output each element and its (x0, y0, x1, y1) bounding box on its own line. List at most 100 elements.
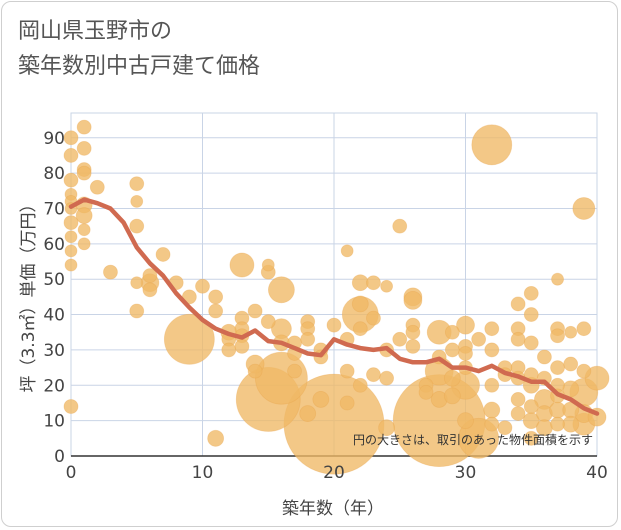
bubble-point (267, 276, 295, 304)
bubble-point (551, 272, 564, 286)
chart-title: 岡山県玉野市の 築年数別中古戸建て価格 (18, 14, 260, 84)
bubble-point (510, 296, 526, 312)
y-tick-label: 40 (43, 306, 65, 326)
bubble-point (576, 321, 592, 337)
bubble-point (418, 384, 434, 400)
bubble-point (444, 324, 460, 340)
bubble-point (64, 244, 78, 258)
bubble-point (537, 349, 552, 365)
bubble-point (550, 360, 565, 375)
trend-layer (68, 197, 600, 416)
bubble-point (484, 416, 500, 432)
bubble-point (497, 420, 513, 436)
x-axis-label: 築年数（年） (282, 499, 384, 519)
y-tick-label: 50 (43, 270, 65, 290)
y-tick-label: 70 (43, 199, 65, 219)
bubble-point (64, 258, 78, 272)
bubble-point (392, 331, 408, 347)
bubble-point (483, 401, 501, 419)
bubble-point (444, 342, 460, 358)
bubble-point (523, 307, 539, 322)
bubble-point (572, 197, 596, 220)
bubble-point (64, 230, 78, 244)
bubble-point (484, 321, 500, 337)
x-tick-label: 30 (455, 463, 477, 483)
bubble-point (63, 130, 79, 146)
bubble-point (63, 148, 79, 163)
bubble-point (352, 321, 368, 337)
bubble-point (287, 363, 302, 379)
bubble-point (550, 416, 565, 432)
trend-line (68, 197, 600, 416)
bubble-point (75, 207, 93, 224)
y-axis-label: 坪（3.3㎡）単価（万円） (19, 195, 39, 392)
bubble-point (523, 335, 539, 351)
bubble-point (103, 264, 118, 280)
chart-title-line-2: 築年数別中古戸建て価格 (18, 54, 261, 79)
bubble-point (339, 395, 355, 411)
bubble-point (247, 363, 263, 379)
bubble-point (299, 405, 317, 422)
chart-title-line-1: 岡山県玉野市の (18, 19, 173, 44)
bubble-point (76, 165, 92, 181)
bubble-point (76, 140, 92, 156)
bubble-point (207, 429, 225, 447)
bubble-point (234, 338, 250, 354)
bubble-point (129, 218, 145, 234)
bubble-point (484, 377, 500, 393)
bubble-point (457, 412, 474, 430)
bubble-point (89, 179, 105, 195)
bubble-point (261, 258, 275, 272)
bubble-point (221, 342, 237, 358)
bubble-point (130, 195, 144, 208)
bubble-point (564, 325, 578, 339)
tick-labels: 0 10 20 30 40 50 60 70 80 90 0 10 20 30 40 (43, 129, 607, 483)
bubble-point (379, 370, 395, 386)
bubble-point (312, 391, 330, 408)
y-tick-label: 80 (43, 164, 65, 184)
bubble-point (366, 275, 381, 291)
y-tick-label: 10 (43, 412, 65, 432)
bubble-point (130, 276, 144, 290)
bubble-point (562, 415, 580, 433)
y-tick-label: 60 (43, 235, 65, 255)
bubble-point (351, 274, 369, 292)
bubble-point (523, 399, 539, 414)
bubble-point (443, 387, 461, 405)
bubble-point (443, 369, 461, 387)
bubble-point (208, 303, 224, 319)
bubble-layer (63, 119, 610, 475)
bubble-point (63, 215, 79, 231)
bubble-point (229, 252, 255, 278)
bubble-point (77, 237, 91, 251)
bubble-point (563, 356, 579, 372)
bubble-point (63, 399, 79, 414)
bubble-point (562, 380, 580, 398)
bubble-point (405, 338, 421, 354)
bubble-point (510, 406, 526, 421)
bubble-point (403, 291, 423, 310)
bubble-point (366, 310, 381, 326)
x-tick-label: 10 (192, 463, 214, 483)
bubble-point (584, 365, 610, 391)
x-tick-label: 40 (586, 463, 608, 483)
bubble-point (458, 346, 473, 361)
bubble-point (456, 315, 475, 335)
bubble-point (247, 303, 263, 319)
x-tick-label: 20 (323, 463, 345, 483)
bubble-point (352, 377, 368, 393)
y-tick-label: 0 (54, 447, 65, 467)
y-tick-label: 30 (43, 341, 65, 361)
bubble-point (510, 331, 526, 347)
bubble-point (142, 268, 158, 284)
bubble-point (300, 331, 316, 347)
bubble-point (155, 247, 171, 262)
bubble-point (260, 314, 276, 330)
bubble-point (63, 172, 79, 188)
bubble-point (405, 324, 421, 340)
bubble-point (378, 419, 396, 437)
y-tick-label: 20 (43, 376, 65, 396)
bubble-point (76, 119, 92, 135)
x-tick-label: 0 (66, 463, 77, 483)
